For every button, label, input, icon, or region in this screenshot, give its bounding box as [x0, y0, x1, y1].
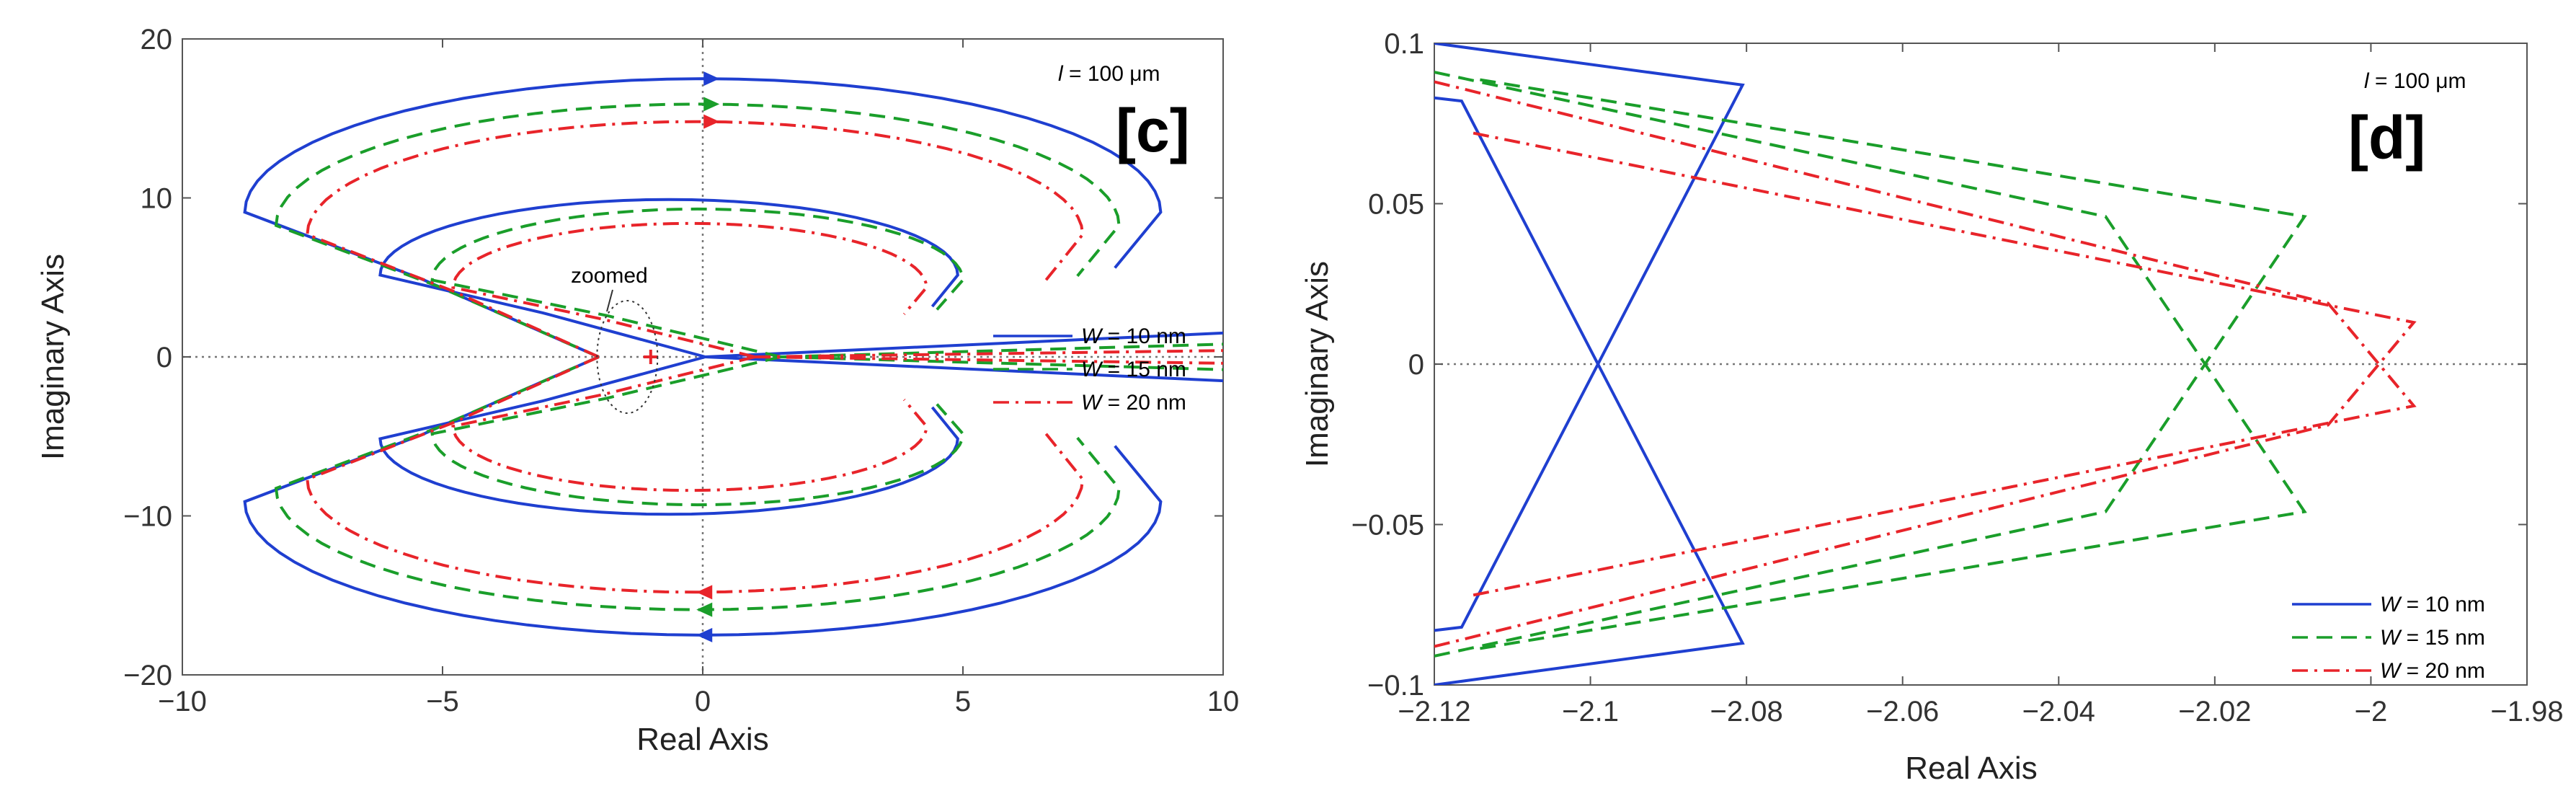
chart-c-direction-arrow	[703, 97, 720, 112]
chart-d-series-line	[1434, 131, 2417, 648]
chart-c-y-tick-label: −20	[123, 660, 172, 691]
chart-c-series-tail	[705, 331, 1223, 358]
chart-c-zoom-region	[596, 300, 659, 414]
chart-d-y-tick-label: 0.05	[1368, 189, 1424, 221]
chart-d-length-var: l	[2364, 69, 2370, 93]
chart-c-series-outer-lobe	[243, 77, 1163, 358]
chart-d-y-tick-label: −0.05	[1351, 510, 1424, 541]
chart-c-legend-entry: W = 15 nm	[1081, 358, 1186, 381]
chart-d-legend-value: = 15 nm	[2400, 626, 2485, 650]
chart-c-series-inner-lobe	[378, 198, 959, 358]
chart-c-y-tick-label: 0	[156, 342, 172, 373]
chart-c-series-inner-lobe	[378, 355, 959, 516]
chart-c-legend-value: = 15 nm	[1101, 358, 1186, 381]
chart-d-series-line	[1434, 43, 1745, 632]
chart-d-legend-entry: W = 10 nm	[2380, 593, 2485, 616]
chart-d-series-line	[1434, 77, 2307, 658]
chart-c-length-value: = 100 μm	[1063, 62, 1160, 86]
chart-c-y-tick-label: −10	[123, 501, 172, 533]
chart-d-legend-entry: W = 20 nm	[2380, 659, 2485, 683]
chart-d-x-tick-label: −2.02	[2178, 696, 2251, 728]
chart-c-x-tick-label: −5	[426, 686, 459, 717]
chart-c-y-axis-label: Imaginary Axis	[35, 254, 71, 460]
chart-d-x-tick-label: −2.1	[1562, 696, 1619, 728]
chart-d-x-tick-label: −2.08	[1710, 696, 1783, 728]
chart-c-y-tick-label: 10	[141, 183, 173, 215]
chart-d-x-tick-label: −2.12	[1398, 696, 1470, 728]
chart-c-series-outer-lobe	[274, 355, 1121, 611]
chart-c-panel-label: [c]	[1116, 97, 1190, 164]
chart-d-x-tick-label: −2.04	[2022, 696, 2095, 728]
chart-c-series-outer-lobe	[274, 102, 1121, 358]
chart-c-length-var: l	[1058, 62, 1064, 86]
chart-c-direction-arrow	[703, 114, 720, 129]
chart-c-series-tail	[755, 355, 1223, 365]
chart-d-series	[1434, 43, 2417, 685]
chart-d-legend-var: W	[2380, 659, 2402, 683]
chart-c-y-tick-label: 20	[141, 24, 173, 56]
chart-c-legend-var: W	[1081, 391, 1103, 415]
chart-d-x-tick-label: −1.98	[2490, 696, 2563, 728]
chart-c-legend: W = 10 nmW = 15 nmW = 20 nm	[993, 324, 1186, 415]
chart-d-series-line	[1434, 96, 1745, 685]
chart-c-series	[243, 71, 1223, 642]
chart-c-x-tick-label: 0	[695, 686, 711, 717]
chart-c-legend-var: W	[1081, 358, 1103, 381]
chart-c-direction-arrow	[696, 627, 713, 642]
chart-c-legend-value: = 10 nm	[1101, 324, 1186, 348]
chart-c-x-ticks: −10 −5 0 5 10	[158, 39, 1239, 717]
chart-d-legend-value: = 20 nm	[2400, 659, 2485, 683]
chart-d-y-ticks: −0.1 −0.05 0 0.05 0.1	[1351, 28, 2527, 702]
chart-c-direction-arrow	[696, 585, 713, 600]
chart-d-length-value: = 100 μm	[2369, 69, 2466, 93]
chart-c-series-inner-lobe	[430, 355, 965, 507]
chart-c-legend-entry: W = 20 nm	[1081, 391, 1186, 415]
chart-c-length-annotation: l = 100 μm	[1058, 62, 1160, 86]
chart-c-legend-value: = 20 nm	[1101, 391, 1186, 415]
chart-d-x-tick-label: −2.06	[1866, 696, 1939, 728]
chart-d-legend-var: W	[2380, 593, 2402, 616]
chart-d-series-line	[1434, 80, 2417, 597]
chart-d-x-axis-label: Real Axis	[1905, 751, 2037, 786]
chart-c-x-axis-label: Real Axis	[636, 722, 768, 757]
chart-d-y-axis-label: Imaginary Axis	[1300, 261, 1335, 467]
chart-c-x-tick-label: 10	[1207, 686, 1240, 717]
chart-c-x-tick-label: −10	[158, 686, 207, 717]
chart-c-series-outer-lobe	[243, 355, 1163, 637]
chart-c-critical-point-marker	[643, 350, 658, 364]
chart-d-legend-value: = 10 nm	[2400, 593, 2485, 616]
chart-d-y-tick-label: 0	[1408, 349, 1424, 381]
chart-c-y-ticks: −20 −10 0 10 20	[123, 24, 1223, 691]
chart-d-x-ticks: −2.12 −2.1 −2.08 −2.06 −2.04 −2.02 −2 −1.98	[1398, 43, 2564, 728]
chart-d-y-tick-label: −0.1	[1367, 670, 1424, 702]
chart-d-x-tick-label: −2	[2355, 696, 2388, 728]
chart-c-series-tail	[705, 355, 1223, 383]
chart-d-y-tick-label: 0.1	[1384, 28, 1424, 60]
chart-c-zoom-arrow	[606, 289, 613, 312]
chart-c-direction-arrow	[703, 71, 720, 87]
chart-d-panel-label: [d]	[2348, 104, 2425, 172]
chart-d-legend-var: W	[2380, 626, 2402, 650]
chart-d: −2.12 −2.1 −2.08 −2.06 −2.04 −2.02 −2 −1.98 −0.…	[1300, 28, 2564, 786]
chart-c-series-outer-lobe	[306, 355, 1085, 594]
chart-c-legend-var: W	[1081, 324, 1103, 348]
chart-d-legend-entry: W = 15 nm	[2380, 626, 2485, 650]
chart-c-zoom-label: zoomed	[571, 264, 648, 288]
chart-c-direction-arrow	[696, 602, 713, 617]
chart-c-series-tail	[755, 349, 1223, 358]
chart-c-series-outer-lobe	[306, 120, 1085, 358]
chart-c-x-tick-label: 5	[955, 686, 971, 717]
chart-c-legend-entry: W = 10 nm	[1081, 324, 1186, 348]
chart-d-legend: W = 10 nmW = 15 nmW = 20 nm	[2292, 593, 2485, 683]
chart-d-length-annotation: l = 100 μm	[2364, 69, 2466, 93]
chart-c-series-inner-lobe	[430, 207, 965, 358]
